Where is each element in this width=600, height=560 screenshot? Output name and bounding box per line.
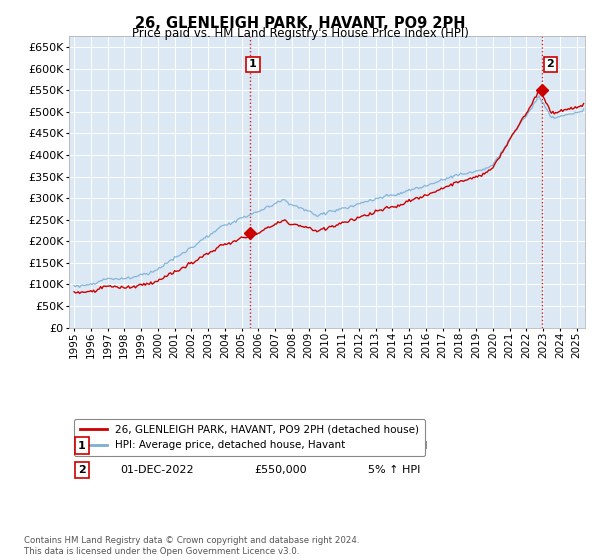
Text: Price paid vs. HM Land Registry's House Price Index (HPI): Price paid vs. HM Land Registry's House … (131, 27, 469, 40)
Text: 1: 1 (249, 59, 257, 69)
Text: £220,000: £220,000 (255, 441, 308, 451)
Text: 2: 2 (546, 59, 554, 69)
Text: 01-DEC-2022: 01-DEC-2022 (121, 465, 194, 475)
Text: 26, GLENLEIGH PARK, HAVANT, PO9 2PH: 26, GLENLEIGH PARK, HAVANT, PO9 2PH (135, 16, 465, 31)
Text: 2: 2 (78, 465, 86, 475)
Text: 1: 1 (78, 441, 86, 451)
Text: Contains HM Land Registry data © Crown copyright and database right 2024.
This d: Contains HM Land Registry data © Crown c… (24, 536, 359, 556)
Text: 24-JUN-2005: 24-JUN-2005 (121, 441, 191, 451)
Text: 5% ↑ HPI: 5% ↑ HPI (368, 465, 421, 475)
Text: £550,000: £550,000 (255, 465, 307, 475)
Legend: 26, GLENLEIGH PARK, HAVANT, PO9 2PH (detached house), HPI: Average price, detach: 26, GLENLEIGH PARK, HAVANT, PO9 2PH (det… (74, 419, 425, 456)
Text: 18% ↓ HPI: 18% ↓ HPI (368, 441, 428, 451)
